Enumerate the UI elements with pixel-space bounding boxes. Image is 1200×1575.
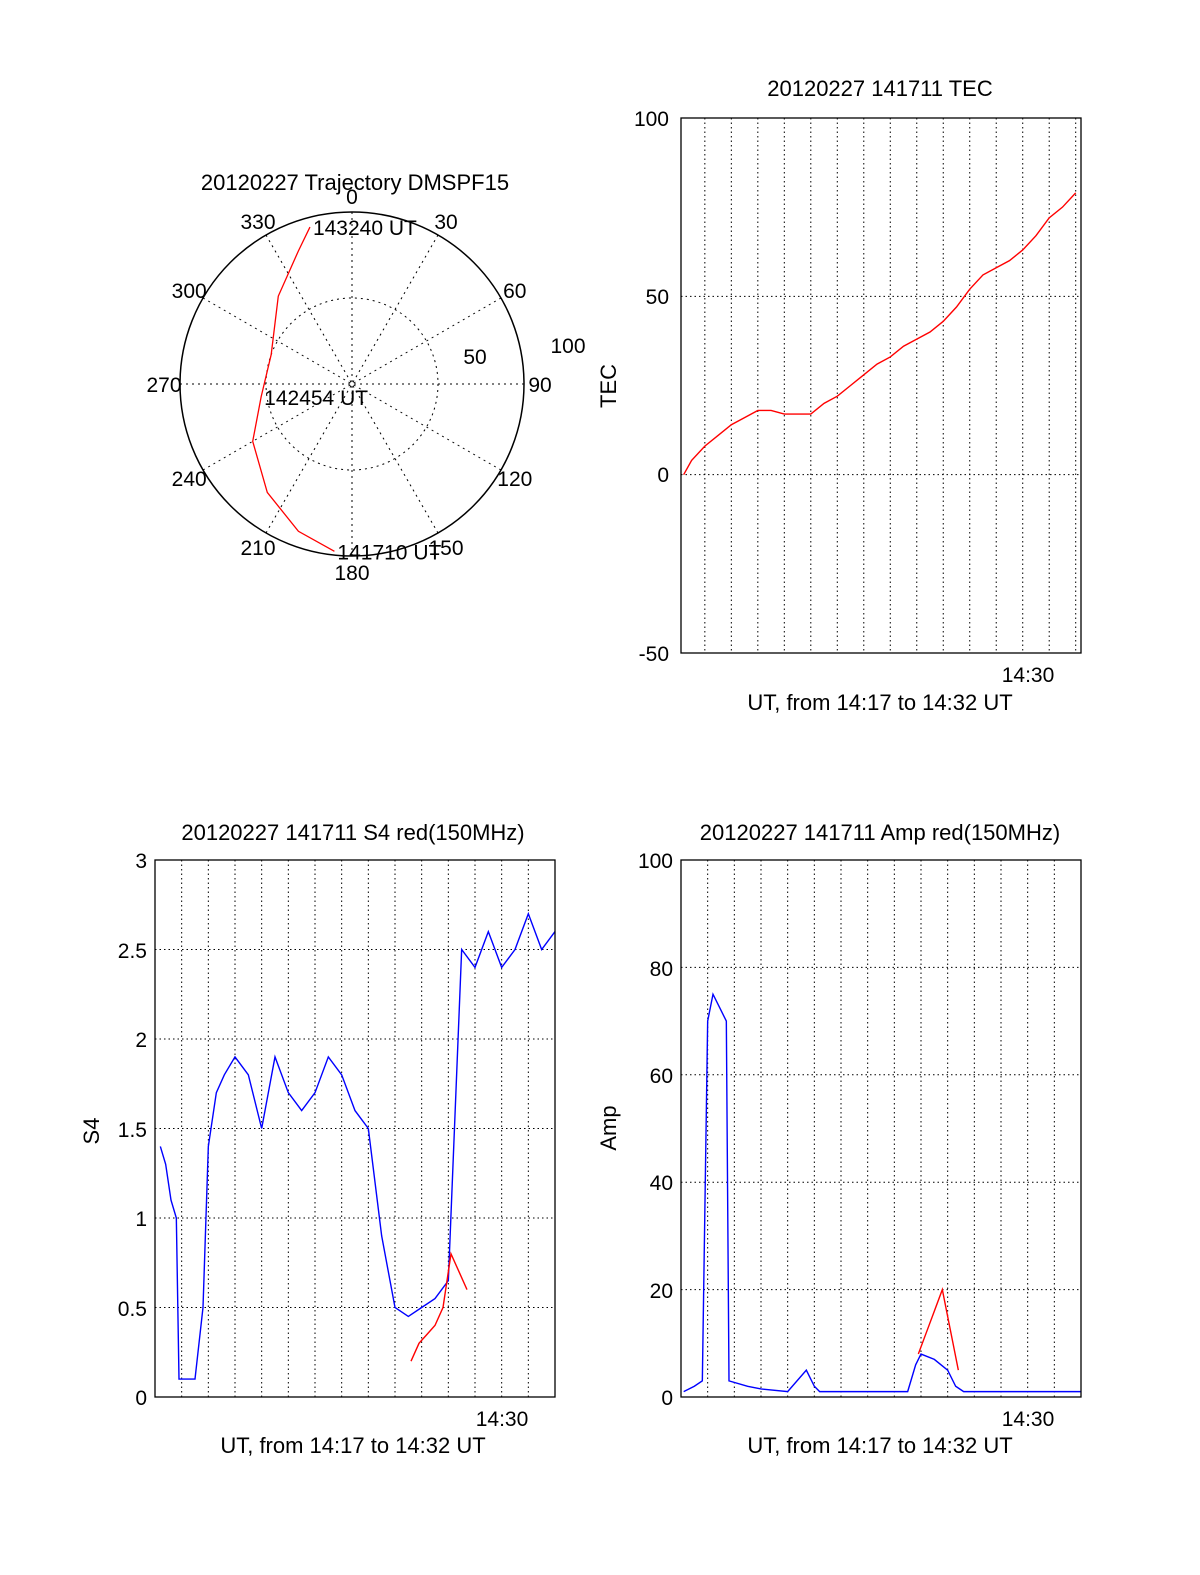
polar-angle-label: 0 — [346, 186, 358, 209]
s4-ytick-2: 2 — [135, 1029, 147, 1052]
series-line-1 — [917, 1287, 960, 1371]
tec-series — [683, 192, 1077, 476]
s4-ytick-2.5: 2.5 — [118, 940, 147, 963]
series-line-0 — [683, 192, 1077, 476]
polar-angle-label: 30 — [434, 211, 457, 234]
series-line-0 — [683, 992, 1081, 1393]
amp-title: 20120227 141711 Amp red(150MHz) — [700, 820, 1060, 845]
trajectory-time-label: 141710 UT — [337, 541, 441, 564]
series-line-1 — [410, 1251, 468, 1362]
amp-xlabel: UT, from 14:17 to 14:32 UT — [747, 1433, 1012, 1458]
tec-title: 20120227 141711 TEC — [767, 76, 993, 101]
tec-plot-frame — [680, 117, 1082, 654]
s4-ytick-1: 1 — [135, 1208, 147, 1231]
polar-angle-label: 330 — [240, 211, 275, 234]
tec-ylabel: TEC — [596, 364, 621, 408]
polar-angle-labels: 0 30 60 90 120 150 180 210 240 270 300 330 — [146, 186, 551, 585]
polar-angle-label: 150 — [428, 537, 463, 560]
s4-panel: 20120227 141711 S4 red(150MHz) 3 2.5 2 1… — [79, 820, 556, 1458]
polar-angle-label: 210 — [240, 537, 275, 560]
trajectory-line — [252, 226, 335, 552]
s4-xlabel: UT, from 14:17 to 14:32 UT — [220, 1433, 485, 1458]
s4-ylabel: S4 — [79, 1118, 104, 1145]
radial-label-50: 50 — [463, 346, 486, 369]
amp-ytick-40: 40 — [650, 1172, 673, 1195]
polar-angle-label: 180 — [334, 562, 369, 585]
amp-panel: 20120227 141711 Amp red(150MHz) 100 80 6… — [596, 820, 1082, 1458]
s4-ytick-1.5: 1.5 — [118, 1119, 147, 1142]
trajectory-polar-panel: 20120227 Trajectory DMSPF15 0 30 60 90 120 15… — [146, 170, 585, 585]
s4-ytick-0: 0 — [135, 1387, 147, 1410]
amp-ytick-60: 60 — [650, 1065, 673, 1088]
tec-ytick-minus50: -50 — [639, 643, 669, 666]
amp-ytick-20: 20 — [650, 1280, 673, 1303]
trajectory-title: 20120227 Trajectory DMSPF15 — [201, 170, 509, 195]
tec-ytick-50: 50 — [646, 286, 669, 309]
tec-grid — [681, 118, 1081, 654]
tec-ytick-0: 0 — [657, 464, 669, 487]
polar-grid — [179, 211, 525, 557]
polar-angle-label: 300 — [172, 280, 207, 303]
tec-panel: 20120227 141711 TEC 100 50 0 -50 14:30 U… — [596, 76, 1082, 715]
trajectory-series: 143240 UT 142454 UT 141710 UT — [252, 217, 441, 564]
amp-plot-frame — [680, 859, 1082, 1398]
tec-ytick-100: 100 — [634, 108, 669, 131]
s4-plot-frame — [154, 859, 556, 1398]
trajectory-time-label: 142454 UT — [264, 387, 368, 410]
polar-angle-label: 240 — [172, 468, 207, 491]
radial-label-100: 100 — [550, 335, 585, 358]
s4-ytick-0.5: 0.5 — [118, 1298, 147, 1321]
amp-grid — [680, 860, 1082, 1397]
s4-series — [159, 911, 556, 1380]
s4-title: 20120227 141711 S4 red(150MHz) — [181, 820, 524, 845]
series-line-0 — [159, 911, 556, 1380]
polar-angle-label: 90 — [528, 374, 551, 397]
amp-ytick-80: 80 — [650, 958, 673, 981]
amp-xtick-1430: 14:30 — [1002, 1408, 1055, 1431]
s4-ytick-3: 3 — [135, 850, 147, 873]
s4-grid — [154, 860, 556, 1397]
tec-xtick-1430: 14:30 — [1002, 664, 1055, 687]
amp-series — [683, 992, 1081, 1393]
trajectory-time-label: 143240 UT — [313, 217, 417, 240]
polar-angle-label: 270 — [146, 374, 181, 397]
amp-ylabel: Amp — [596, 1105, 621, 1150]
polar-angle-label: 60 — [503, 280, 526, 303]
polar-angle-label: 120 — [497, 468, 532, 491]
s4-xtick-1430: 14:30 — [476, 1408, 529, 1431]
tec-xlabel: UT, from 14:17 to 14:32 UT — [747, 690, 1012, 715]
amp-ytick-0: 0 — [661, 1387, 673, 1410]
amp-ytick-100: 100 — [638, 850, 673, 873]
